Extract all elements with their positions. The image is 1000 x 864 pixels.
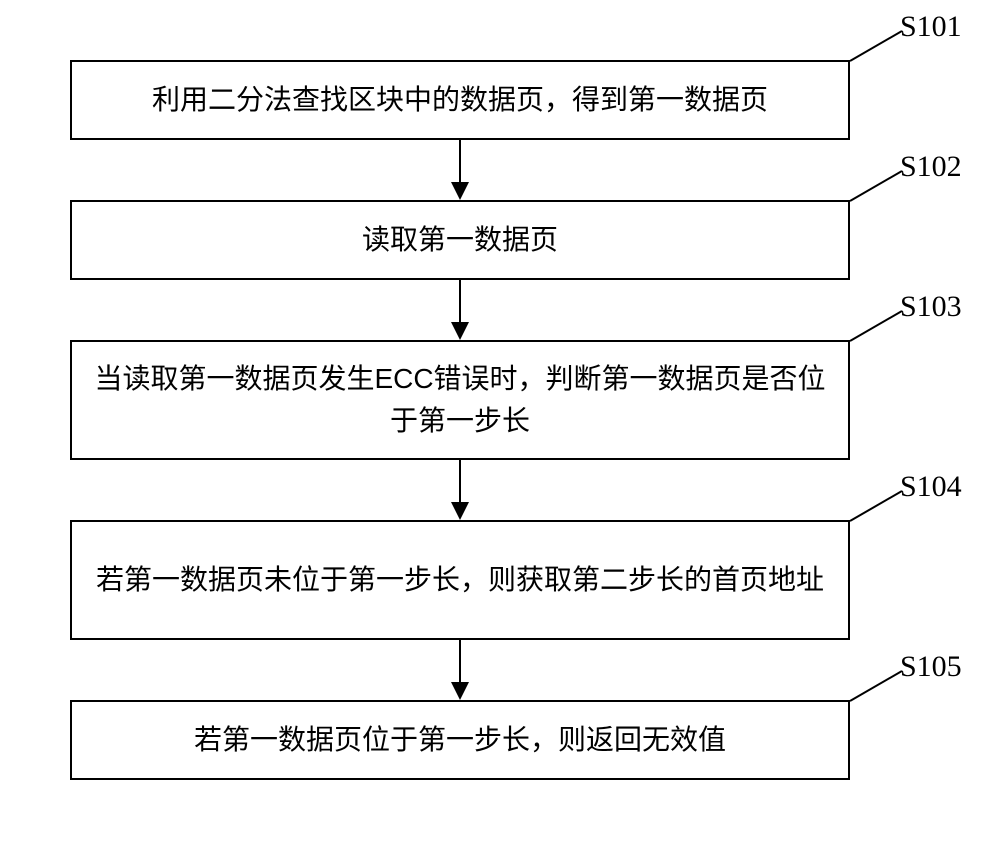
leader-s104 bbox=[850, 490, 903, 522]
step-box-s102: 读取第一数据页 bbox=[70, 200, 850, 280]
step-label-s104: S104 bbox=[900, 470, 962, 504]
step-text: 读取第一数据页 bbox=[362, 219, 558, 261]
leader-s105 bbox=[850, 670, 903, 702]
arrow-4 bbox=[460, 640, 461, 700]
step-label-s105: S105 bbox=[900, 650, 962, 684]
step-box-s105: 若第一数据页位于第一步长，则返回无效值 bbox=[70, 700, 850, 780]
arrow-2 bbox=[460, 280, 461, 340]
leader-s103 bbox=[850, 310, 903, 342]
step-box-s101: 利用二分法查找区块中的数据页，得到第一数据页 bbox=[70, 60, 850, 140]
step-text: 当读取第一数据页发生ECC错误时，判断第一数据页是否位于第一步长 bbox=[92, 358, 828, 442]
arrow-3 bbox=[460, 460, 461, 520]
step-box-s104: 若第一数据页未位于第一步长，则获取第二步长的首页地址 bbox=[70, 520, 850, 640]
arrow-1 bbox=[460, 140, 461, 200]
leader-s101 bbox=[850, 30, 903, 62]
step-label-s101: S101 bbox=[900, 10, 962, 44]
step-text: 若第一数据页位于第一步长，则返回无效值 bbox=[194, 719, 726, 761]
step-box-s103: 当读取第一数据页发生ECC错误时，判断第一数据页是否位于第一步长 bbox=[70, 340, 850, 460]
step-text: 利用二分法查找区块中的数据页，得到第一数据页 bbox=[152, 79, 768, 121]
step-label-s103: S103 bbox=[900, 290, 962, 324]
step-label-s102: S102 bbox=[900, 150, 962, 184]
flowchart-canvas: 利用二分法查找区块中的数据页，得到第一数据页 S101 读取第一数据页 S102… bbox=[0, 0, 1000, 864]
step-text: 若第一数据页未位于第一步长，则获取第二步长的首页地址 bbox=[96, 559, 824, 601]
leader-s102 bbox=[850, 170, 903, 202]
